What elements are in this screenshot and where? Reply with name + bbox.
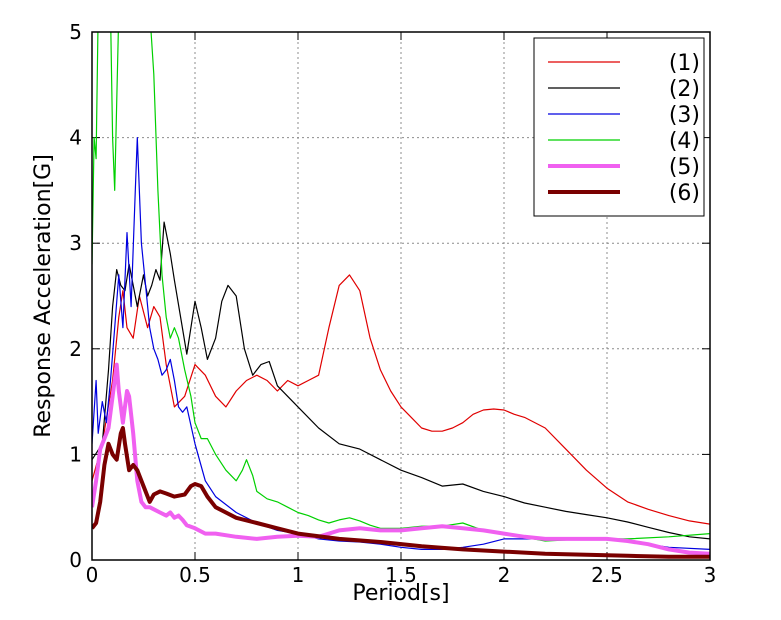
series-line-5: [92, 362, 710, 556]
y-tick-label: 3: [69, 231, 82, 255]
x-tick-label: 3: [704, 563, 717, 587]
legend-label-2: (2): [669, 77, 700, 102]
legend-label-6: (6): [669, 181, 700, 206]
series-line-1: [92, 274, 710, 525]
legend-label-5: (5): [669, 155, 700, 180]
y-tick-label: 2: [69, 337, 82, 361]
legend: (1)(2)(3)(4)(5)(6): [533, 37, 705, 217]
x-tick-label: 1: [292, 563, 305, 587]
x-tick-label: 0.5: [179, 563, 211, 587]
y-tick-label: 4: [69, 126, 82, 150]
series-line-6: [92, 426, 710, 559]
legend-label-1: (1): [669, 51, 700, 76]
series-line-4: [92, 32, 710, 542]
series-line-2: [92, 221, 710, 540]
x-tick-label: 2.5: [591, 563, 623, 587]
axis-ticks: 0 0.5 1 1.5 2 2.5 3 0 1 2 3 4 5: [69, 20, 716, 587]
x-tick-label: 1.5: [385, 563, 417, 587]
x-axis-label: Period[s]: [352, 581, 449, 606]
series-lines: [92, 32, 710, 559]
legend-box: [533, 37, 705, 217]
y-tick-label: 0: [69, 548, 82, 572]
x-tick-label: 2: [498, 563, 511, 587]
plot-frame: [91, 31, 711, 561]
legend-label-3: (3): [669, 103, 700, 128]
x-tick-label: 0: [86, 563, 99, 587]
y-tick-label: 5: [69, 20, 82, 44]
y-axis-label: Response Acceleration[G]: [31, 154, 56, 438]
y-tick-label: 1: [69, 442, 82, 466]
legend-label-4: (4): [669, 129, 700, 154]
